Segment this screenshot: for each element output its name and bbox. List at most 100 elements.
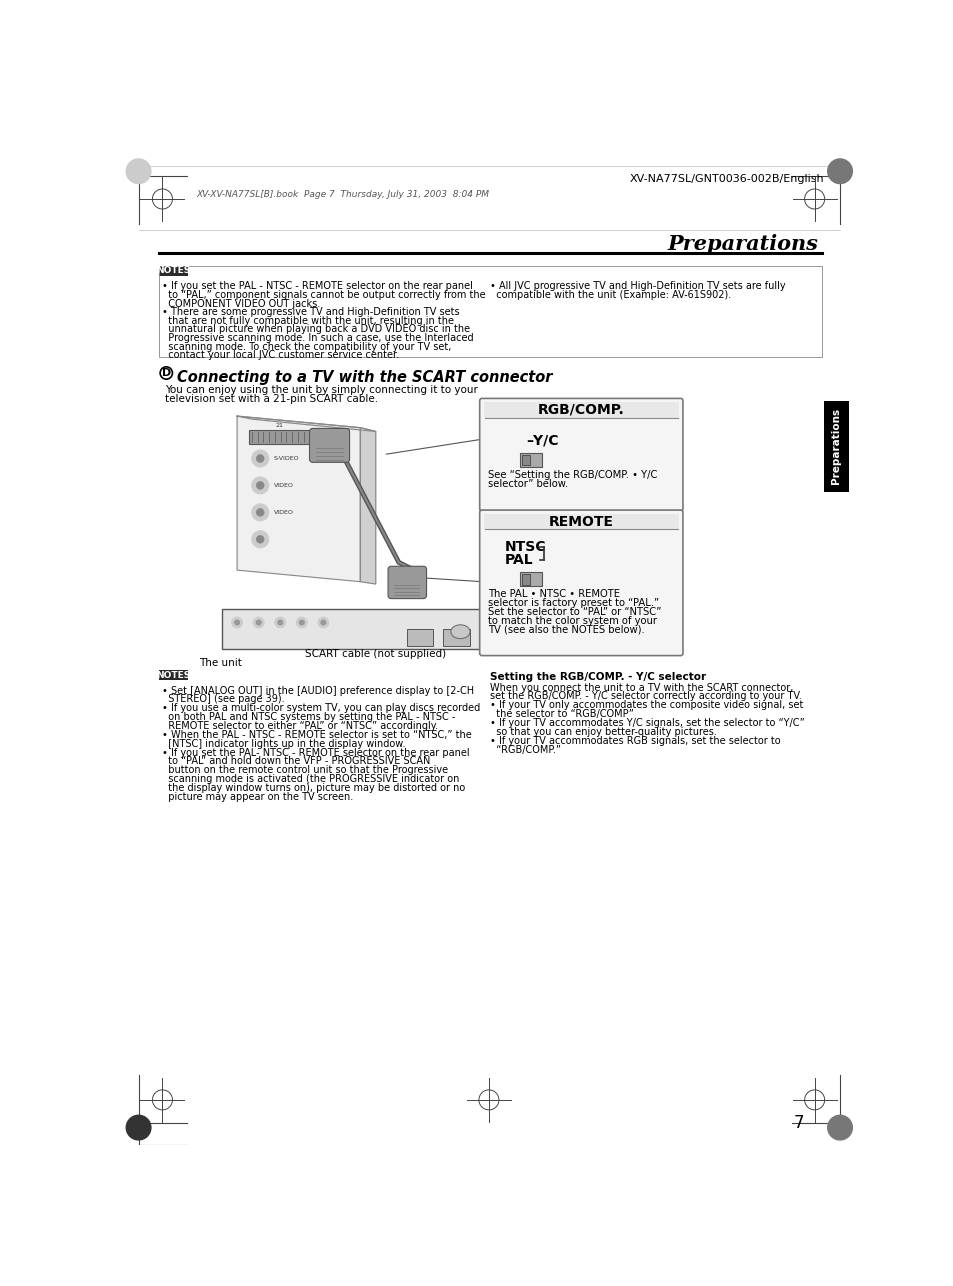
Circle shape	[256, 620, 261, 625]
Text: Set the selector to “PAL” or “NTSC”: Set the selector to “PAL” or “NTSC”	[488, 607, 660, 617]
Circle shape	[252, 450, 269, 467]
Text: that are not fully compatible with the unit, resulting in the: that are not fully compatible with the u…	[161, 316, 454, 325]
Text: to “PAL” and hold down the VFP - PROGRESSIVE SCAN: to “PAL” and hold down the VFP - PROGRES…	[161, 756, 430, 766]
Circle shape	[252, 504, 269, 521]
Text: SCART cable (not supplied): SCART cable (not supplied)	[305, 649, 446, 660]
Text: picture may appear on the TV screen.: picture may appear on the TV screen.	[161, 792, 353, 802]
Text: • If you set the PAL- NTSC - REMOTE selector on the rear panel: • If you set the PAL- NTSC - REMOTE sele…	[161, 747, 469, 757]
Text: scanning mode is activated (the PROGRESSIVE indicator on: scanning mode is activated (the PROGRESS…	[161, 774, 458, 784]
Text: REMOTE selector to either “PAL” or “NTSC” accordingly.: REMOTE selector to either “PAL” or “NTSC…	[161, 721, 437, 730]
Text: –Y/C: –Y/C	[526, 433, 558, 448]
Text: scanning mode. To check the compatibility of your TV set,: scanning mode. To check the compatibilit…	[161, 342, 451, 352]
Text: NOTES: NOTES	[156, 266, 191, 275]
Bar	[249, 430, 310, 444]
FancyBboxPatch shape	[388, 566, 426, 598]
Bar	[158, 266, 821, 356]
Circle shape	[232, 617, 242, 628]
Bar	[406, 629, 433, 647]
Text: • Set [ANALOG OUT] in the [AUDIO] preference display to [2-CH: • Set [ANALOG OUT] in the [AUDIO] prefer…	[161, 685, 474, 696]
Text: See “Setting the RGB/COMP. • Y/C: See “Setting the RGB/COMP. • Y/C	[488, 469, 657, 480]
Text: You can enjoy using the unit by simply connecting it to your: You can enjoy using the unit by simply c…	[165, 386, 477, 395]
Text: When you connect the unit to a TV with the SCART connector,: When you connect the unit to a TV with t…	[489, 683, 792, 693]
Text: to match the color system of your: to match the color system of your	[488, 616, 657, 626]
Text: Preparations: Preparations	[830, 408, 841, 485]
Circle shape	[274, 617, 285, 628]
Text: The PAL • NTSC • REMOTE: The PAL • NTSC • REMOTE	[488, 589, 619, 599]
Bar	[521, 574, 529, 585]
Text: • If your TV accommodates Y/C signals, set the selector to “Y/C”: • If your TV accommodates Y/C signals, s…	[489, 718, 803, 728]
Text: button on the remote control unit so that the Progressive: button on the remote control unit so tha…	[161, 765, 447, 775]
Text: • All JVC progressive TV and High-Definition TV sets are fully: • All JVC progressive TV and High-Defini…	[489, 282, 784, 292]
Polygon shape	[237, 417, 375, 432]
Bar	[443, 629, 470, 647]
Text: • If you use a multi-color system TV, you can play discs recorded: • If you use a multi-color system TV, yo…	[161, 703, 479, 714]
Text: NOTES: NOTES	[156, 671, 191, 680]
Text: S-VIDEO: S-VIDEO	[274, 457, 299, 460]
Text: XV-XV-NA77SL[B].book  Page 7  Thursday, July 31, 2003  8:04 PM: XV-XV-NA77SL[B].book Page 7 Thursday, Ju…	[196, 190, 489, 199]
Text: • There are some progressive TV and High-Definition TV sets: • There are some progressive TV and High…	[161, 307, 458, 318]
Text: contact your local JVC customer service center.: contact your local JVC customer service …	[161, 350, 398, 360]
Text: to “PAL,” component signals cannot be output correctly from the: to “PAL,” component signals cannot be ou…	[161, 291, 485, 300]
FancyBboxPatch shape	[221, 608, 483, 648]
Circle shape	[234, 620, 239, 625]
Circle shape	[256, 481, 264, 489]
Text: 7: 7	[793, 1114, 803, 1132]
Text: 21: 21	[275, 423, 283, 428]
Text: NTSC: NTSC	[504, 540, 546, 554]
Text: set the RGB/COMP. - Y/C selector correctly according to your TV.: set the RGB/COMP. - Y/C selector correct…	[489, 692, 801, 701]
Text: Connecting to a TV with the SCART connector: Connecting to a TV with the SCART connec…	[177, 370, 552, 385]
Text: the display window turns on), picture may be distorted or no: the display window turns on), picture ma…	[161, 783, 464, 793]
Circle shape	[126, 1115, 151, 1139]
Bar	[483, 514, 679, 530]
Text: selector is factory preset to “PAL.”: selector is factory preset to “PAL.”	[488, 598, 659, 608]
Text: [NTSC] indicator lights up in the display window.: [NTSC] indicator lights up in the displa…	[161, 738, 405, 748]
Circle shape	[277, 620, 282, 625]
Polygon shape	[237, 417, 360, 581]
Ellipse shape	[451, 625, 470, 639]
Text: so that you can enjoy better-quality pictures.: so that you can enjoy better-quality pic…	[489, 727, 716, 737]
Circle shape	[321, 620, 325, 625]
Text: XV-NA77SL/GNT0036-002B/English: XV-NA77SL/GNT0036-002B/English	[629, 174, 823, 184]
Circle shape	[256, 508, 264, 516]
Text: • If you set the PAL - NTSC - REMOTE selector on the rear panel: • If you set the PAL - NTSC - REMOTE sel…	[161, 282, 472, 292]
Text: • If your TV accommodates RGB signals, set the selector to: • If your TV accommodates RGB signals, s…	[489, 736, 780, 746]
Text: compatible with the unit (Example: AV-61S902).: compatible with the unit (Example: AV-61…	[489, 291, 730, 300]
Bar	[158, 266, 188, 276]
Bar	[483, 403, 679, 418]
Bar	[521, 455, 529, 466]
Text: Setting the RGB/COMP. - Y/C selector: Setting the RGB/COMP. - Y/C selector	[489, 671, 705, 682]
Polygon shape	[360, 428, 375, 584]
Text: PAL: PAL	[504, 553, 533, 567]
Text: selector” below.: selector” below.	[488, 480, 568, 489]
Bar	[520, 453, 541, 467]
Text: The unit: The unit	[198, 658, 241, 667]
FancyBboxPatch shape	[479, 399, 682, 511]
Text: RGB/COMP.: RGB/COMP.	[537, 403, 624, 417]
Circle shape	[253, 617, 264, 628]
Circle shape	[252, 531, 269, 548]
Text: TV (see also the NOTES below).: TV (see also the NOTES below).	[488, 625, 644, 635]
Circle shape	[827, 1115, 851, 1139]
Text: VIDEO: VIDEO	[274, 484, 294, 487]
Text: COMPONENT VIDEO OUT jacks.: COMPONENT VIDEO OUT jacks.	[161, 298, 319, 309]
Text: REMOTE: REMOTE	[548, 514, 613, 529]
Circle shape	[299, 620, 304, 625]
Circle shape	[252, 477, 269, 494]
Circle shape	[317, 617, 329, 628]
FancyBboxPatch shape	[479, 511, 682, 656]
Text: STEREO] (see page 39).: STEREO] (see page 39).	[161, 694, 284, 705]
Text: Progressive scanning mode. In such a case, use the Interlaced: Progressive scanning mode. In such a cas…	[161, 333, 473, 343]
Text: television set with a 21-pin SCART cable.: television set with a 21-pin SCART cable…	[165, 394, 377, 404]
Text: D: D	[161, 368, 171, 378]
Text: VIDEO: VIDEO	[274, 509, 294, 514]
Text: on both PAL and NTSC systems by setting the PAL - NTSC -: on both PAL and NTSC systems by setting …	[161, 712, 455, 723]
Text: • If your TV only accommodates the composite video signal, set: • If your TV only accommodates the compo…	[489, 701, 802, 710]
Text: the selector to “RGB/COMP”: the selector to “RGB/COMP”	[489, 709, 633, 719]
Circle shape	[827, 159, 851, 184]
Circle shape	[296, 617, 307, 628]
Circle shape	[256, 455, 264, 463]
FancyBboxPatch shape	[309, 428, 349, 463]
Text: unnatural picture when playing back a DVD VIDEO disc in the: unnatural picture when playing back a DV…	[161, 324, 469, 334]
Bar	[823, 401, 847, 491]
Circle shape	[256, 535, 264, 543]
